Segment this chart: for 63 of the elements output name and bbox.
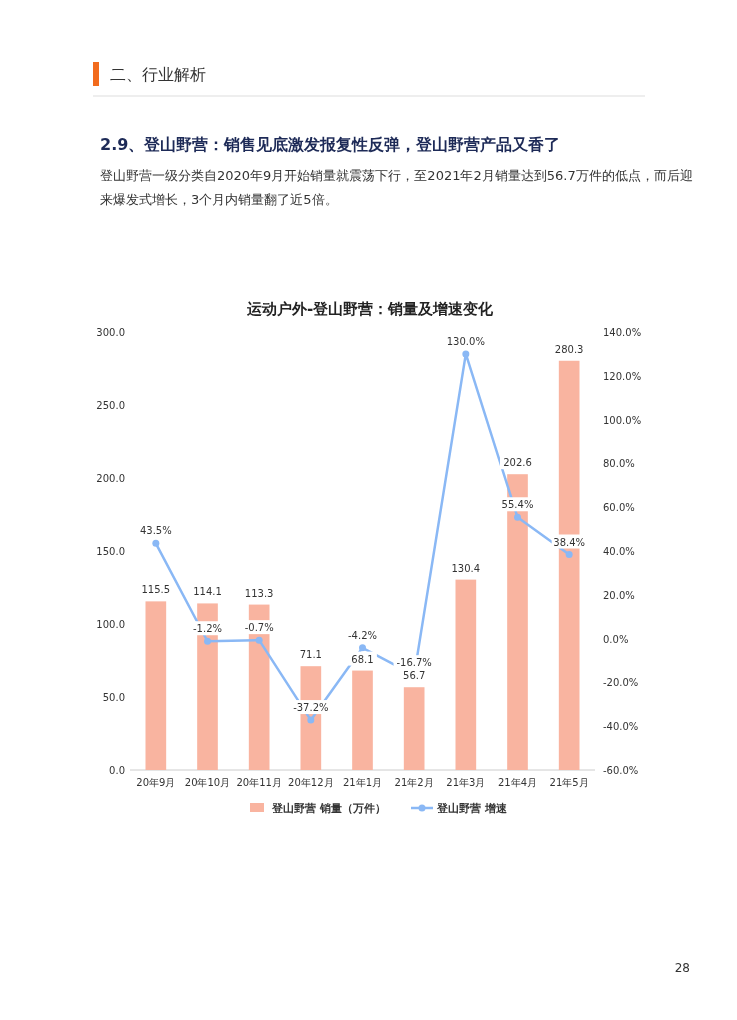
x-tick-label: 21年2月 [394,777,434,788]
data-label: 71.1 [299,649,322,661]
text: 二、行业解析 [110,65,206,84]
x-tick-label: 20年10月 [184,777,231,788]
point [255,636,263,644]
point [152,539,160,547]
y-tick-label: 0.0 [109,765,125,776]
legend-label: 登山野营 销量（万件） [271,802,386,815]
point [204,637,211,645]
data-label: 43.5% [139,525,172,537]
x-tick-label: 20年12月 [288,777,334,788]
text: 2.9、登山野营：销售见底激发报复性反弹，登山野营产品又香了 [100,135,561,154]
point [514,513,521,521]
y2-tick-label: -20.0% [603,677,639,689]
x-tick-label: 21年3月 [446,777,486,788]
chart-title: 运动户外-登山野营：销量及增速变化 [245,300,495,318]
data-label: 202.6 [503,457,532,469]
y2-tick-label: 60.0% [603,502,635,514]
x-tick-label: 20年9月 [136,777,176,788]
y-tick-label: 100.0 [96,619,125,630]
y-tick-label: 200.0 [96,473,125,484]
x-tick-label: 21年5月 [549,777,589,788]
bar [352,670,373,770]
text: 登山野营一级分类自2020年9月开始销量就震荡下行，至2021年2月销量达到56.7万件的低点，而后迎来爆发式增长，3个月内销量翻了近5倍。 [100,168,693,207]
bar [145,601,167,770]
data-label: -4.2% [347,629,378,641]
y2-tick-label: 100.0% [603,414,642,426]
x-tick-label: 20年11月 [236,777,282,788]
legend-label: 登山野营 增速 [436,802,508,815]
y2-tick-label: -60.0% [603,765,639,776]
data-label: -16.7% [396,657,432,669]
data-label: 38.4% [553,536,586,548]
data-label: 280.3 [554,343,584,355]
y2-tick-label: 140.0% [603,327,642,338]
y-tick-label: 50.0 [102,692,125,703]
y2-tick-label: 0.0% [603,633,629,645]
point [565,551,573,558]
point [307,716,315,724]
y2-tick-label: 20.0% [603,589,635,601]
x-tick-label: 21年4月 [497,777,538,788]
data-label: -0.7% [244,622,274,634]
y2-tick-label: 120.0% [603,370,642,382]
y-tick-label: 150.0 [96,546,125,557]
point [462,350,470,358]
data-label: 130.0% [446,335,485,347]
bar [403,687,425,770]
data-label: 68.1 [351,653,374,665]
text: 28 [674,961,690,975]
x-tick-label: 21年1月 [342,777,383,788]
bar [455,579,477,770]
data-label: -1.2% [192,623,223,635]
data-label: 115.5 [141,584,171,596]
data-label: 114.1 [193,586,222,598]
data-label: 113.3 [244,587,274,599]
data-label: 130.4 [451,562,481,574]
y-tick-label: 250.0 [96,400,125,411]
data-label: 55.4% [501,499,534,511]
point [359,644,366,652]
y2-tick-label: 80.0% [603,458,635,470]
y2-tick-label: 40.0% [603,546,635,557]
y-tick-label: 300.0 [96,327,125,338]
y2-tick-label: -40.0% [603,721,639,733]
data-label: -37.2% [293,702,329,714]
